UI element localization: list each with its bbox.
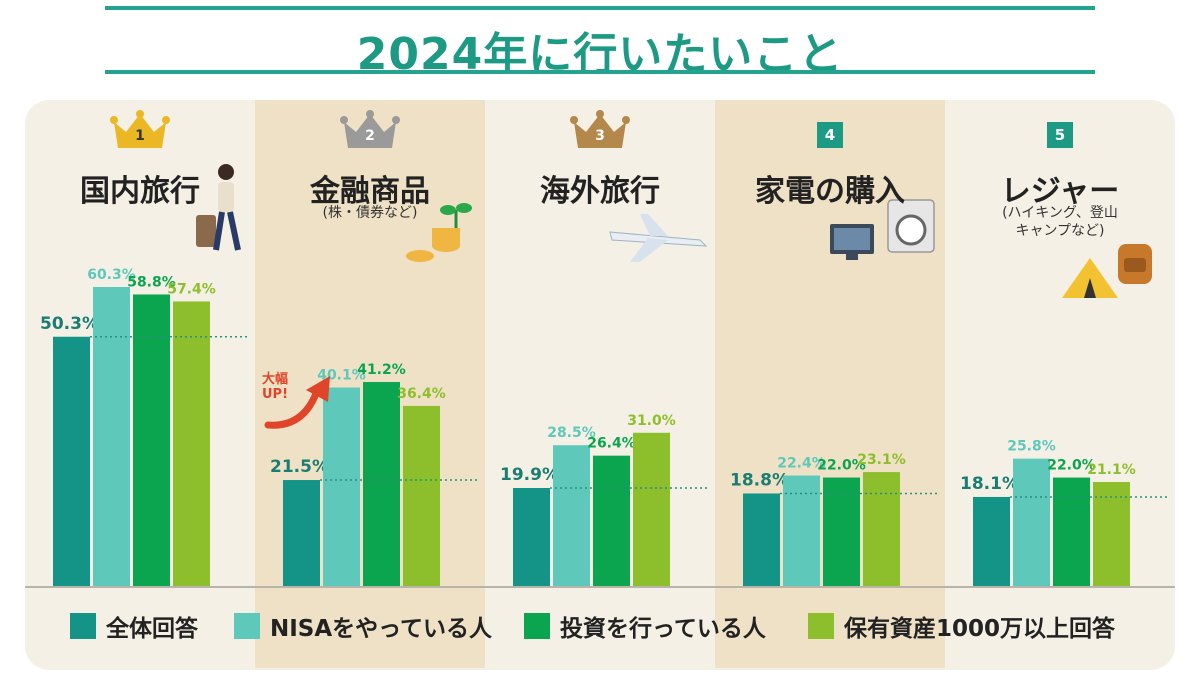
legend-swatch-all bbox=[70, 613, 96, 639]
rank-number: 1 bbox=[135, 128, 145, 144]
bar-4-2 bbox=[403, 405, 440, 587]
crown-icon: 3 bbox=[570, 110, 630, 150]
rank-number: 2 bbox=[365, 128, 375, 144]
title-top-line bbox=[105, 6, 1095, 10]
rank-square-icon: 5 bbox=[1047, 122, 1073, 148]
chart-legend: 全体回答 NISAをやっている人 投資を行っている人 保有資産1000万以上回答 bbox=[0, 606, 1200, 646]
data-label: 21.5% bbox=[270, 457, 329, 477]
rank-number: 3 bbox=[595, 128, 605, 144]
bar-4-1 bbox=[173, 301, 210, 587]
legend-label-assets: 保有資産1000万以上回答 bbox=[844, 616, 1116, 642]
big-up-annotation: 大幅 UP! bbox=[262, 372, 288, 402]
up-arrow-head-icon bbox=[306, 376, 330, 402]
legend-label-all: 全体回答 bbox=[106, 616, 198, 642]
bar-2-1 bbox=[93, 287, 130, 587]
category-subtitle: (ハイキング、登山 キャンプなど) bbox=[1002, 205, 1118, 239]
legend-swatch-investor bbox=[524, 613, 550, 639]
tv-washing-machine-icon bbox=[830, 199, 935, 260]
legend-item-nisa: NISAをやっている人 bbox=[234, 606, 492, 646]
bar-2-2 bbox=[323, 387, 360, 587]
data-label: 36.4% bbox=[397, 386, 446, 402]
bar-1-5 bbox=[973, 496, 1010, 587]
category-name: 海外旅行 bbox=[540, 174, 660, 209]
legend-label-investor: 投資を行っている人 bbox=[560, 616, 766, 642]
legend-item-assets: 保有資産1000万以上回答 bbox=[808, 606, 1115, 646]
annotation-line2: UP! bbox=[262, 387, 289, 402]
category-name: 国内旅行 bbox=[80, 174, 200, 209]
legend-swatch-assets bbox=[808, 613, 834, 639]
bar-1-2 bbox=[283, 480, 320, 587]
bar-4-4 bbox=[863, 472, 900, 587]
bar-3-3 bbox=[593, 455, 630, 587]
title-bottom-line bbox=[105, 70, 1095, 74]
data-label: 19.9% bbox=[500, 465, 559, 485]
bar-3-4 bbox=[823, 477, 860, 587]
legend-swatch-nisa bbox=[234, 613, 260, 639]
data-label: 18.1% bbox=[960, 474, 1019, 494]
bar-3-5 bbox=[1053, 477, 1090, 587]
crown-icon: 2 bbox=[340, 110, 400, 150]
coins-sprout-icon bbox=[406, 203, 472, 262]
annotation-line1: 大幅 bbox=[262, 372, 289, 387]
airplane-icon bbox=[609, 214, 708, 262]
bar-2-5 bbox=[1013, 458, 1050, 587]
category-name: 金融商品 bbox=[310, 174, 430, 209]
data-label: 22.4% bbox=[777, 456, 826, 472]
data-label: 57.4% bbox=[167, 281, 216, 297]
legend-item-investor: 投資を行っている人 bbox=[524, 606, 766, 646]
data-label: 25.8% bbox=[1007, 439, 1056, 455]
bar-2-4 bbox=[783, 475, 820, 587]
data-label: 18.8% bbox=[730, 470, 789, 490]
data-label: 50.3% bbox=[40, 314, 99, 334]
category-name: レジャー bbox=[1000, 174, 1120, 209]
bar-2-3 bbox=[553, 445, 590, 587]
crown-icon: 1 bbox=[110, 110, 170, 150]
data-label: 23.1% bbox=[857, 452, 906, 468]
crown-shape bbox=[570, 110, 630, 148]
bar-4-5 bbox=[1093, 482, 1130, 587]
traveler-suitcase-icon bbox=[196, 164, 241, 251]
bar-1-4 bbox=[743, 493, 780, 587]
bar-1-3 bbox=[513, 487, 550, 587]
data-label: 60.3% bbox=[87, 267, 136, 283]
bar-4-3 bbox=[633, 432, 670, 587]
data-label: 31.0% bbox=[627, 413, 676, 429]
bar-1-1 bbox=[53, 336, 90, 587]
category-subtitle: (株・債券など) bbox=[322, 205, 418, 221]
data-label: 28.5% bbox=[547, 425, 596, 441]
bar-3-2 bbox=[363, 382, 400, 587]
data-label: 58.8% bbox=[127, 274, 176, 290]
category-name: 家電の購入 bbox=[755, 174, 905, 209]
legend-label-nisa: NISAをやっている人 bbox=[270, 616, 493, 642]
data-label: 26.4% bbox=[587, 436, 636, 452]
rank-square-icon: 4 bbox=[817, 122, 843, 148]
bar-3-1 bbox=[133, 294, 170, 587]
crown-shape bbox=[110, 110, 170, 148]
data-label: 22.0% bbox=[1047, 458, 1096, 474]
data-label: 22.0% bbox=[817, 458, 866, 474]
legend-item-all: 全体回答 bbox=[70, 606, 198, 646]
crown-shape bbox=[340, 110, 400, 148]
data-label: 41.2% bbox=[357, 362, 406, 378]
tent-backpack-icon bbox=[1062, 244, 1152, 298]
data-label: 21.1% bbox=[1087, 462, 1136, 478]
